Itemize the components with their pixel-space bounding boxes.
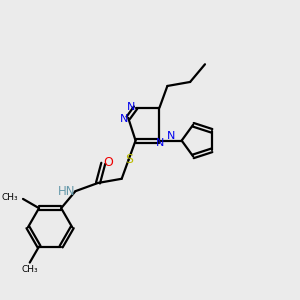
Text: CH₃: CH₃: [2, 194, 18, 202]
Text: O: O: [103, 156, 113, 169]
Text: HN: HN: [57, 185, 75, 198]
Text: N: N: [127, 102, 135, 112]
Text: S: S: [124, 153, 133, 166]
Text: N: N: [156, 138, 165, 148]
Text: N: N: [119, 114, 128, 124]
Text: N: N: [167, 131, 175, 141]
Text: CH₃: CH₃: [22, 265, 38, 274]
